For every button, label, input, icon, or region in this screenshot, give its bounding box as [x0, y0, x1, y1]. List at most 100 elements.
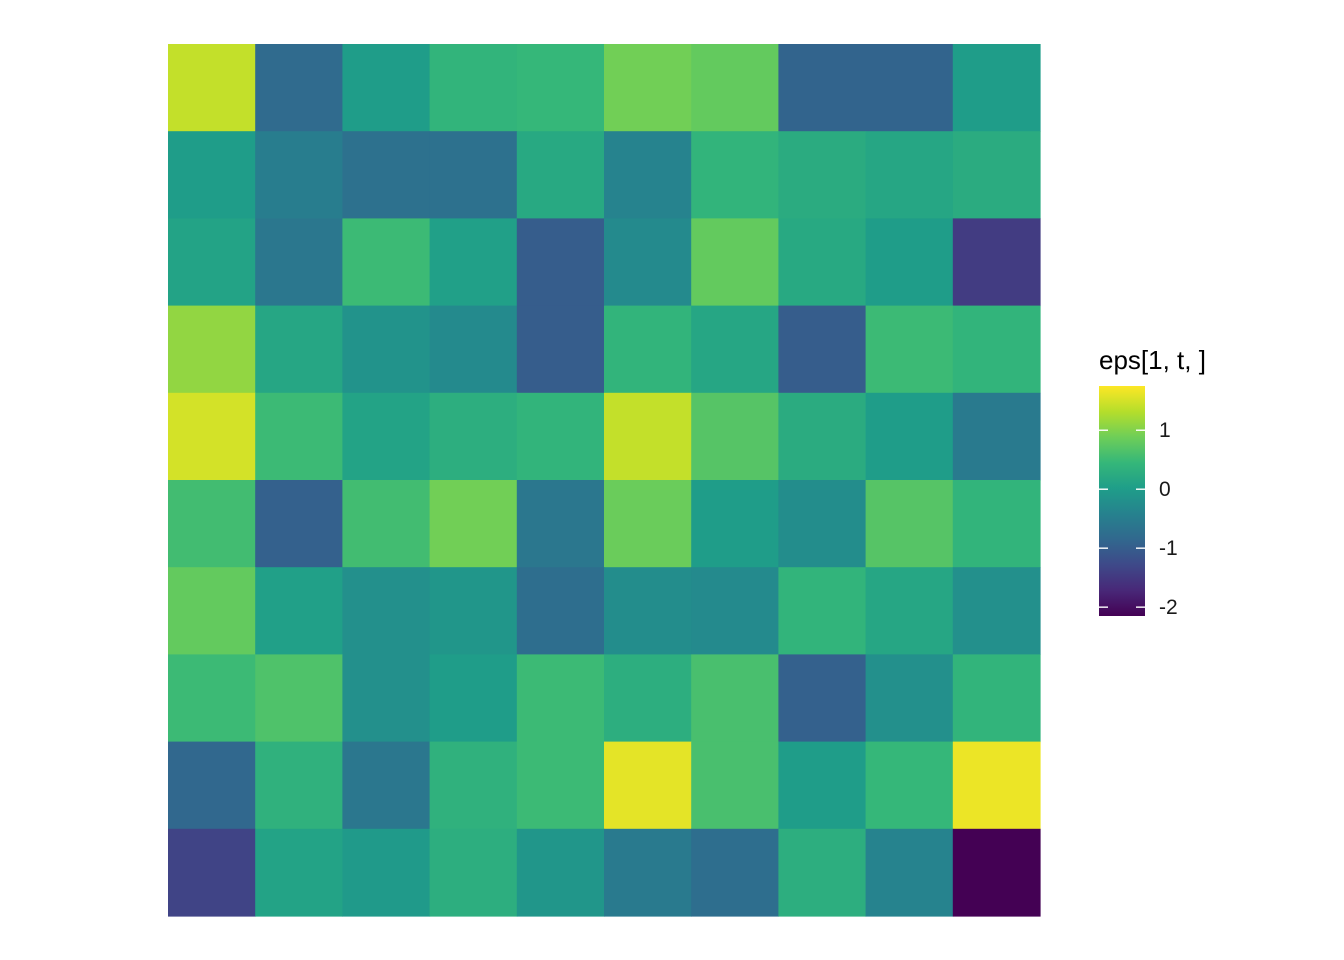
heatmap-cell	[865, 741, 954, 830]
heatmap-cell	[952, 828, 1041, 917]
heatmap-cell	[778, 44, 867, 132]
heatmap-cell	[604, 828, 692, 917]
heatmap-cell	[604, 44, 692, 132]
heatmap-cell	[168, 131, 256, 219]
heatmap-cell	[342, 218, 431, 307]
heatmap-cell	[168, 392, 256, 481]
heatmap-cell	[778, 131, 867, 219]
heatmap-cell	[952, 305, 1041, 394]
heatmap-cell	[778, 392, 867, 481]
heatmap-cell	[168, 741, 256, 830]
legend-title: eps[1, t, ]	[1099, 345, 1206, 375]
legend-tick-label: -1	[1159, 537, 1178, 560]
heatmap-cell	[429, 480, 518, 568]
legend-ticks: 1 0 -1 -2	[1099, 419, 1178, 619]
heatmap-cell	[952, 654, 1041, 743]
heatmap-cell	[952, 218, 1041, 307]
heatmap-cell	[516, 392, 605, 481]
heatmap-cell	[865, 828, 954, 917]
heatmap-cell	[516, 305, 605, 394]
heatmap-cell	[255, 480, 343, 568]
heatmap-cell	[604, 305, 692, 394]
heatmap-cell	[342, 392, 431, 481]
heatmap-cell	[952, 392, 1041, 481]
heatmap-cell	[168, 44, 256, 132]
heatmap-cell	[865, 218, 954, 307]
heatmap-cell	[604, 218, 692, 307]
heatmap-cell	[952, 567, 1041, 655]
heatmap-cell	[604, 131, 692, 219]
heatmap-cell	[168, 567, 256, 655]
heatmap-cell	[516, 741, 605, 830]
heatmap-cell	[255, 44, 343, 132]
legend-colorbar	[1099, 386, 1145, 616]
heatmap-cell	[342, 741, 431, 830]
heatmap-cell	[255, 828, 343, 917]
heatmap-cell	[516, 44, 605, 132]
heatmap-cell	[516, 218, 605, 307]
heatmap-cell	[342, 44, 431, 132]
heatmap-cell	[865, 44, 954, 132]
heatmap-cell	[255, 131, 343, 219]
heatmap-cell	[691, 44, 779, 132]
legend-tick-label: -2	[1159, 596, 1178, 619]
heatmap-cell	[429, 567, 518, 655]
heatmap-cell	[604, 567, 692, 655]
heatmap-cell	[691, 741, 779, 830]
heatmap-cell	[429, 218, 518, 307]
heatmap-cell	[255, 305, 343, 394]
heatmap-cell	[168, 654, 256, 743]
heatmap-cell	[691, 218, 779, 307]
heatmap-cell	[865, 131, 954, 219]
heatmap-cell	[429, 741, 518, 830]
heatmap-cell	[255, 392, 343, 481]
heatmap-cell	[429, 305, 518, 394]
heatmap-cell	[342, 131, 431, 219]
heatmap-cell	[342, 305, 431, 394]
heatmap-cell	[516, 567, 605, 655]
heatmap-cell	[516, 828, 605, 917]
heatmap-cell	[691, 567, 779, 655]
heatmap-cell	[429, 392, 518, 481]
heatmap-cell	[604, 392, 692, 481]
heatmap-cell	[168, 480, 256, 568]
heatmap-cell	[342, 567, 431, 655]
heatmap-cell	[865, 654, 954, 743]
heatmap-cell	[168, 305, 256, 394]
heatmap-cell	[691, 131, 779, 219]
heatmap-cell	[342, 828, 431, 917]
heatmap-cell	[516, 480, 605, 568]
heatmap-cell	[778, 567, 867, 655]
heatmap-cell	[255, 741, 343, 830]
heatmap-cell	[778, 654, 867, 743]
heatmap-cell	[516, 654, 605, 743]
heatmap-cell	[604, 480, 692, 568]
legend-tick-label: 1	[1159, 419, 1171, 442]
heatmap-cell	[691, 305, 779, 394]
heatmap-cell	[429, 828, 518, 917]
heatmap-cell	[865, 567, 954, 655]
heatmap-cell	[168, 218, 256, 307]
heatmap-cell	[342, 480, 431, 568]
heatmap-cell	[604, 741, 692, 830]
heatmap-cell	[255, 567, 343, 655]
heatmap-cell	[952, 480, 1041, 568]
heatmap-cell	[952, 741, 1041, 830]
heatmap-cell	[429, 44, 518, 132]
heatmap-cell	[255, 654, 343, 743]
heatmap-cell	[865, 305, 954, 394]
heatmap-cell	[778, 218, 867, 307]
heatmap-cell	[516, 131, 605, 219]
heatmap-cell	[255, 218, 343, 307]
heatmap-cell	[604, 654, 692, 743]
heatmap-cells	[168, 44, 1041, 917]
heatmap-cell	[691, 828, 779, 917]
heatmap-cell	[865, 392, 954, 481]
heatmap-cell	[168, 828, 256, 917]
heatmap-cell	[778, 741, 867, 830]
legend-tick-label: 0	[1159, 478, 1171, 501]
heatmap-cell	[952, 131, 1041, 219]
heatmap-cell	[429, 131, 518, 219]
legend: eps[1, t, ] 1 0 -1 -2	[1099, 345, 1206, 619]
